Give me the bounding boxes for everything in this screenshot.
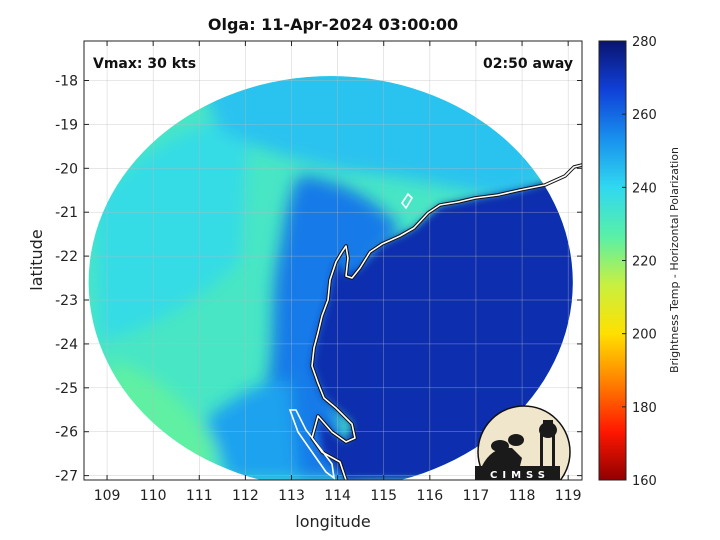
cimss-logo: CIMSS xyxy=(475,405,571,481)
coastline xyxy=(311,164,582,480)
plot-area: 109 110 111 112 113 114 115 116 117 118 119 -18 -19… xyxy=(55,40,583,504)
peninsula-outline xyxy=(288,409,336,480)
y-axis-label: latitude xyxy=(27,229,46,290)
field-region-land xyxy=(312,165,573,480)
colorbar-tick-label: 160 xyxy=(632,474,657,489)
y-tick-label: -20 xyxy=(55,161,78,177)
colorbar-tick-label: 280 xyxy=(632,35,657,50)
colorbar-label: Brightness Temp - Horizontal Polarizatio… xyxy=(668,147,681,373)
y-tick-label: -25 xyxy=(55,381,78,397)
y-tick-label: -22 xyxy=(55,249,78,265)
x-tick-label: 109 xyxy=(94,488,121,504)
colorbar-ticks: 280 260 240 220 200 180 160 xyxy=(622,35,657,489)
plot-frame xyxy=(83,40,583,481)
colorbar-tick-label: 220 xyxy=(632,255,657,270)
y-tick-label: -23 xyxy=(55,293,78,309)
chart-title: Olga: 11-Apr-2024 03:00:00 xyxy=(208,15,458,34)
field-region-inner-band xyxy=(205,380,300,480)
colorbar-tick-label: 240 xyxy=(632,181,657,196)
x-tick-label: 119 xyxy=(555,488,582,504)
time-away-annotation: 02:50 away xyxy=(483,56,573,72)
x-tick-label: 111 xyxy=(186,488,213,504)
x-tick-label: 110 xyxy=(140,488,167,504)
y-tick-label: -19 xyxy=(55,117,78,133)
x-tick-label: 117 xyxy=(463,488,490,504)
y-tick-label: -26 xyxy=(55,425,78,441)
colorbar-tick-label: 260 xyxy=(632,108,657,123)
x-tick-label: 118 xyxy=(509,488,536,504)
x-tick-label: 115 xyxy=(370,488,397,504)
x-tick-label: 112 xyxy=(232,488,259,504)
x-axis-label: longitude xyxy=(295,512,370,531)
colorbar-gradient xyxy=(599,41,626,480)
x-tick-label: 114 xyxy=(324,488,351,504)
x-axis: 109 110 111 112 113 114 115 116 117 118 119 xyxy=(94,41,582,504)
colorbar-tick-label: 180 xyxy=(632,401,657,416)
y-axis: -18 -19 -20 -21 -22 -23 -24 -25 -26 -27 xyxy=(55,74,582,485)
field-region-western-band xyxy=(95,115,250,340)
cimss-logo-text: CIMSS xyxy=(490,470,550,481)
coastline xyxy=(288,163,582,480)
y-tick-label: -18 xyxy=(55,74,78,90)
island-outline xyxy=(401,192,414,210)
colorbar-tick-label: 200 xyxy=(632,328,657,343)
y-tick-label: -21 xyxy=(55,205,78,221)
x-tick-label: 113 xyxy=(278,488,305,504)
y-tick-label: -27 xyxy=(55,469,78,485)
x-tick-label: 116 xyxy=(416,488,443,504)
colorbar: 280 260 240 220 200 180 160 Brightness Temp - … xyxy=(598,35,681,489)
y-tick-label: -24 xyxy=(55,337,78,353)
vmax-annotation: Vmax: 30 kts xyxy=(93,56,196,72)
